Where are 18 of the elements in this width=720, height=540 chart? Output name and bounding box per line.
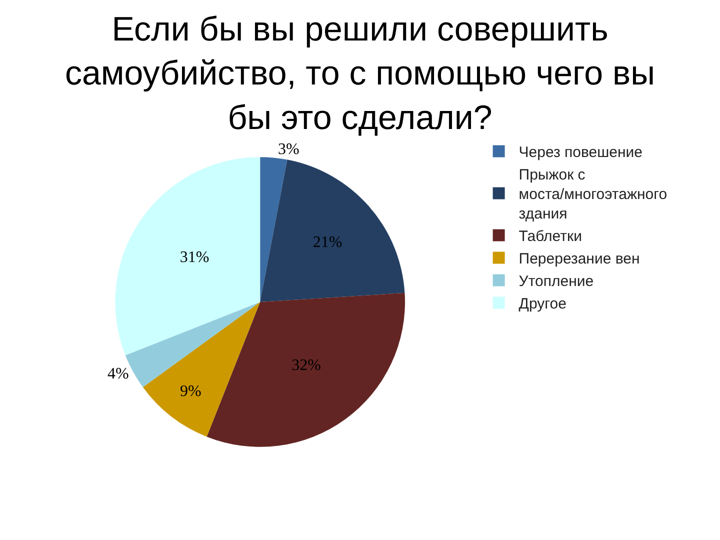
chart-title: Если бы вы решили совершить самоубийство, то с помощью чего вы бы это сделали? [64, 10, 656, 137]
legend-label: Таблетки [518, 228, 582, 246]
data-label: 4% [108, 365, 129, 382]
legend-label: Прыжок с моста/многоэтажного здания [518, 166, 668, 223]
data-label: 21% [312, 234, 342, 252]
pie-slice [260, 160, 405, 302]
pie-slice [260, 157, 288, 302]
pie-slice [206, 292, 405, 447]
legend-label: Утопление [518, 273, 594, 290]
data-label: 31% [180, 248, 210, 266]
legend-label: Через повешение [518, 144, 643, 162]
pie-slice [142, 302, 260, 437]
data-label: 9% [180, 383, 202, 400]
data-label: 3% [278, 140, 300, 158]
legend-label: Другое [518, 296, 566, 313]
legend-label: Перерезание вен [518, 250, 640, 268]
data-label: 32% [292, 357, 321, 374]
pie-slice [115, 157, 260, 356]
